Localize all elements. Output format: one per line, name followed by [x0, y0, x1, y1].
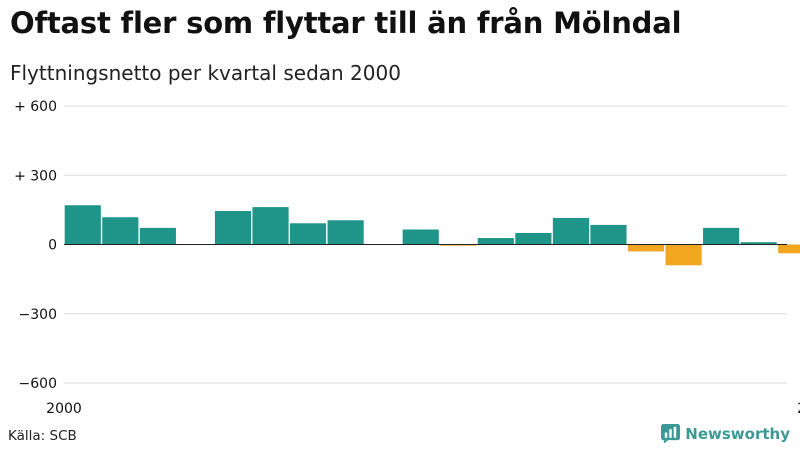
gridlines — [64, 105, 787, 384]
bar — [102, 217, 139, 245]
bar — [440, 244, 477, 246]
y-tick-label: + 300 — [14, 168, 57, 184]
y-tick-label: + 600 — [14, 99, 57, 115]
bar — [665, 244, 702, 266]
chart-title: Oftast fler som flyttar till än från Möl… — [10, 6, 682, 40]
brand-name: Newsworthy — [685, 424, 790, 443]
bar — [290, 223, 327, 245]
bar — [740, 242, 777, 245]
bar — [477, 238, 514, 245]
bars — [64, 205, 800, 266]
y-tick-label: −300 — [19, 307, 57, 323]
bar — [327, 220, 364, 245]
bar — [627, 244, 665, 252]
chart-subtitle: Flyttningsnetto per kvartal sedan 2000 — [10, 61, 401, 85]
newsworthy-logo-icon — [661, 424, 681, 443]
bar — [64, 205, 101, 245]
bar — [703, 227, 740, 245]
brand-logo: Newsworthy — [661, 424, 790, 443]
bar — [590, 224, 627, 245]
bar — [139, 227, 176, 245]
bar — [552, 217, 589, 245]
bar — [778, 244, 800, 254]
x-tick-label: 2000 — [46, 401, 82, 417]
y-tick-label: −600 — [19, 376, 57, 392]
bar — [515, 232, 552, 245]
bar — [214, 211, 252, 245]
y-tick-label: 0 — [48, 238, 57, 254]
bar — [252, 207, 289, 245]
source-note: Källa: SCB — [8, 428, 77, 444]
x-tick-label: 2005 — [797, 401, 800, 417]
bar — [402, 229, 439, 245]
